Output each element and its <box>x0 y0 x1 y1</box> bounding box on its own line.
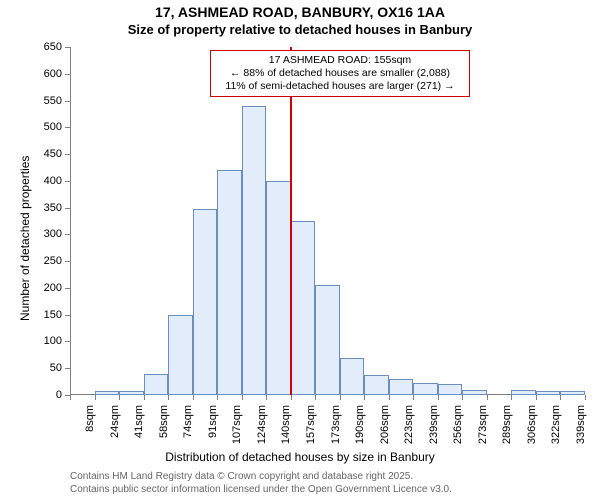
x-tick-label: 157sqm <box>305 405 317 455</box>
credits-line-2: Contains public sector information licen… <box>70 483 452 496</box>
x-tick <box>389 395 390 400</box>
x-tick-label: 140sqm <box>280 405 292 455</box>
histogram-bar <box>560 391 585 395</box>
x-tick-label: 223sqm <box>403 405 415 455</box>
x-tick <box>70 395 71 400</box>
y-tick <box>65 154 70 155</box>
x-tick <box>193 395 194 400</box>
reference-line <box>290 47 292 395</box>
y-tick-label: 650 <box>22 41 62 53</box>
x-tick <box>144 395 145 400</box>
histogram-bar <box>266 181 291 395</box>
x-tick-label: 8sqm <box>84 405 96 455</box>
y-tick-label: 600 <box>22 68 62 80</box>
y-tick-label: 50 <box>22 362 62 374</box>
x-tick <box>168 395 169 400</box>
histogram-bar <box>536 391 561 395</box>
x-tick <box>119 395 120 400</box>
histogram-bar <box>291 221 316 395</box>
x-tick <box>487 395 488 400</box>
histogram-bar <box>168 315 193 395</box>
x-tick <box>560 395 561 400</box>
title-main: 17, ASHMEAD ROAD, BANBURY, OX16 1AA <box>0 4 600 20</box>
y-tick-label: 500 <box>22 121 62 133</box>
histogram-bar <box>242 106 267 395</box>
x-tick-label: 58sqm <box>158 405 170 455</box>
x-tick <box>291 395 292 400</box>
y-tick <box>65 234 70 235</box>
histogram-bar <box>462 390 487 395</box>
credits-line-1: Contains HM Land Registry data © Crown c… <box>70 470 413 483</box>
x-tick <box>413 395 414 400</box>
x-tick <box>266 395 267 400</box>
y-tick-label: 100 <box>22 335 62 347</box>
x-tick-label: 91sqm <box>207 405 219 455</box>
histogram-bar <box>389 379 414 395</box>
plot-area: 0501001502002503003504004505005506006508… <box>70 47 585 395</box>
x-tick <box>511 395 512 400</box>
info-line-3: 11% of semi-detached houses are larger (… <box>217 80 463 93</box>
histogram-bar <box>193 209 218 395</box>
x-tick-label: 74sqm <box>182 405 194 455</box>
histogram-bar <box>315 285 340 395</box>
x-tick <box>585 395 586 400</box>
y-axis-line <box>70 47 71 395</box>
y-tick <box>65 47 70 48</box>
x-tick-label: 107sqm <box>231 405 243 455</box>
x-tick-label: 173sqm <box>330 405 342 455</box>
y-tick <box>65 288 70 289</box>
histogram-bar <box>119 391 144 395</box>
y-tick <box>65 315 70 316</box>
y-tick <box>65 341 70 342</box>
histogram-bar <box>438 384 463 395</box>
x-tick <box>364 395 365 400</box>
x-tick-label: 273sqm <box>477 405 489 455</box>
x-tick <box>315 395 316 400</box>
x-tick-label: 322sqm <box>550 405 562 455</box>
x-tick-label: 41sqm <box>133 405 145 455</box>
x-tick-label: 24sqm <box>109 405 121 455</box>
histogram-bar <box>511 390 536 395</box>
y-tick <box>65 261 70 262</box>
histogram-bar <box>217 170 242 395</box>
histogram-bar <box>413 383 438 395</box>
info-line-1: 17 ASHMEAD ROAD: 155sqm <box>217 54 463 67</box>
x-tick-label: 256sqm <box>452 405 464 455</box>
y-tick <box>65 74 70 75</box>
info-box: 17 ASHMEAD ROAD: 155sqm← 88% of detached… <box>210 50 470 97</box>
x-tick <box>438 395 439 400</box>
y-axis-label: Number of detached properties <box>18 156 32 321</box>
title-sub: Size of property relative to detached ho… <box>0 22 600 37</box>
x-tick <box>242 395 243 400</box>
x-tick-label: 206sqm <box>379 405 391 455</box>
y-tick <box>65 181 70 182</box>
y-tick <box>65 127 70 128</box>
histogram-bar <box>95 391 120 395</box>
histogram-bar <box>340 358 365 395</box>
y-tick <box>65 368 70 369</box>
y-tick <box>65 101 70 102</box>
x-axis-label: Distribution of detached houses by size … <box>0 450 600 464</box>
x-tick-label: 289sqm <box>501 405 513 455</box>
x-tick <box>95 395 96 400</box>
y-tick <box>65 208 70 209</box>
y-tick-label: 0 <box>22 389 62 401</box>
x-tick-label: 124sqm <box>256 405 268 455</box>
y-tick-label: 550 <box>22 95 62 107</box>
info-line-2: ← 88% of detached houses are smaller (2,… <box>217 67 463 80</box>
histogram-bar <box>144 374 169 395</box>
x-tick-label: 306sqm <box>526 405 538 455</box>
chart-container: 17, ASHMEAD ROAD, BANBURY, OX16 1AA Size… <box>0 0 600 500</box>
x-tick-label: 339sqm <box>575 405 587 455</box>
x-tick-label: 239sqm <box>428 405 440 455</box>
x-tick <box>217 395 218 400</box>
x-tick-label: 190sqm <box>354 405 366 455</box>
x-tick <box>536 395 537 400</box>
x-tick <box>462 395 463 400</box>
histogram-bar <box>364 375 389 395</box>
x-tick <box>340 395 341 400</box>
